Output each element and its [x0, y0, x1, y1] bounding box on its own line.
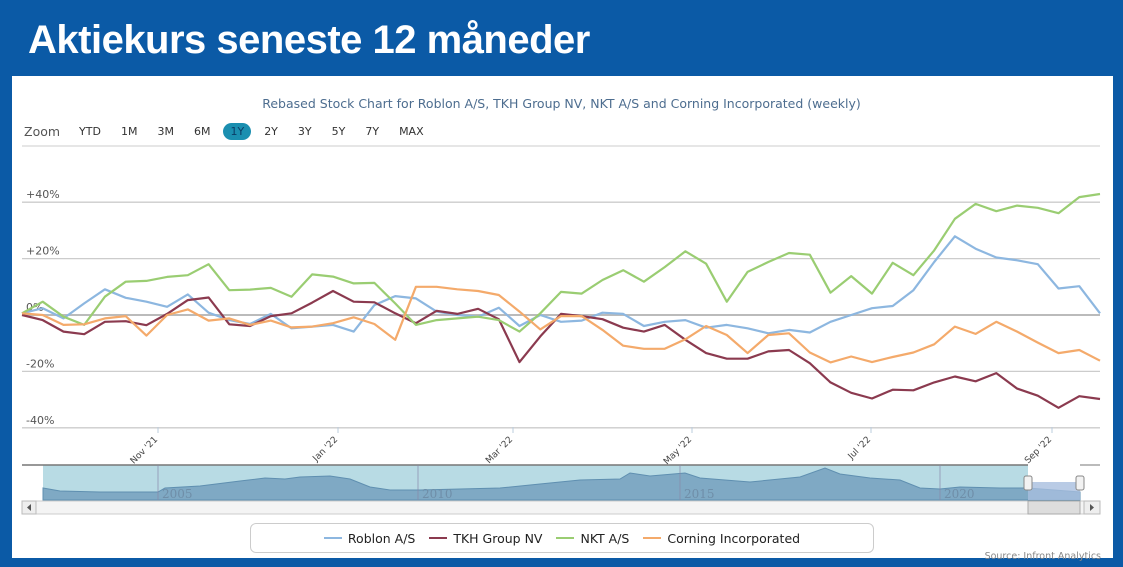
x-tick-label: Mar '22: [484, 435, 515, 466]
legend-label: NKT A/S: [580, 530, 630, 546]
zoom-button-3m[interactable]: 3M: [157, 124, 174, 138]
zoom-button-7y[interactable]: 7Y: [365, 124, 380, 138]
legend-item[interactable]: NKT A/S: [556, 531, 629, 546]
zoom-button-5y[interactable]: 5Y: [331, 124, 346, 138]
x-tick-label: Sep '22: [1023, 435, 1054, 466]
header-bar: Aktiekurs seneste 12 måneder: [0, 0, 1123, 74]
legend-swatch: [429, 537, 448, 539]
zoom-button-max[interactable]: MAX: [399, 124, 424, 138]
y-tick-label: -40%: [26, 414, 54, 427]
navigator-handle[interactable]: [1075, 475, 1085, 491]
navigator-window: [1028, 482, 1080, 500]
zoom-button-1y[interactable]: 1Y: [223, 122, 252, 140]
source-credit: Source: Infront Analytics: [984, 551, 1101, 562]
series-line-tkh-group-nv[interactable]: [21, 289, 1101, 409]
zoom-bar: Zoom YTD 1M 3M 6M 1Y 2Y 3Y 5Y 7Y MAX: [24, 121, 437, 141]
series-line-nkt-a-s[interactable]: [21, 192, 1101, 333]
y-tick-label: -20%: [26, 357, 54, 370]
y-tick-label: +20%: [26, 245, 60, 258]
navigator-year-label: 2020: [944, 487, 975, 501]
series-line-roblon-a-s[interactable]: [21, 235, 1101, 335]
arrow-right-icon: [1090, 504, 1094, 511]
x-tick-label: May '22: [662, 435, 694, 467]
scrollbar-thumb[interactable]: [1027, 500, 1081, 515]
zoom-button-3y[interactable]: 3Y: [297, 124, 312, 138]
arrow-left-icon: [27, 504, 31, 511]
navigator-year-label: 2015: [684, 487, 715, 501]
y-tick-label: +40%: [26, 188, 60, 201]
navigator-year-label: 2010: [422, 487, 453, 501]
zoom-button-2y[interactable]: 2Y: [264, 124, 278, 138]
series-line-corning-incorporated[interactable]: [21, 285, 1101, 364]
zoom-button-6m[interactable]: 6M: [193, 124, 211, 138]
zoom-button-ytd[interactable]: YTD: [79, 124, 101, 138]
legend-swatch: [556, 537, 575, 539]
x-tick-label: Jan '22: [311, 435, 340, 464]
legend-swatch: [323, 537, 342, 539]
chart-title: Rebased Stock Chart for Roblon A/S, TKH …: [262, 96, 861, 111]
legend-swatch: [643, 537, 662, 539]
navigator-handle[interactable]: [1023, 475, 1033, 491]
zoom-button-1m[interactable]: 1M: [120, 124, 138, 138]
page-title: Aktiekurs seneste 12 måneder: [28, 18, 590, 62]
legend-item[interactable]: Roblon A/S: [323, 530, 416, 546]
zoom-label: Zoom: [24, 123, 61, 139]
navigator[interactable]: 2005 2010 2015 2020: [22, 464, 1100, 501]
legend-item[interactable]: TKH Group NV: [429, 531, 542, 546]
legend: Roblon A/S TKH Group NV NKT A/S Corning Inc…: [250, 523, 874, 553]
legend-label: Roblon A/S: [347, 530, 416, 546]
x-tick-label: Nov '21: [129, 435, 160, 466]
x-tick-label: Jul '22: [846, 435, 873, 462]
legend-label: Corning Incorporated: [667, 530, 801, 546]
legend-item[interactable]: Corning Incorporated: [643, 531, 800, 546]
legend-label: TKH Group NV: [453, 530, 543, 546]
navigator-year-label: 2005: [162, 487, 193, 501]
navigator-scrollbar[interactable]: [21, 500, 1101, 515]
navigator-area: [42, 467, 1081, 501]
